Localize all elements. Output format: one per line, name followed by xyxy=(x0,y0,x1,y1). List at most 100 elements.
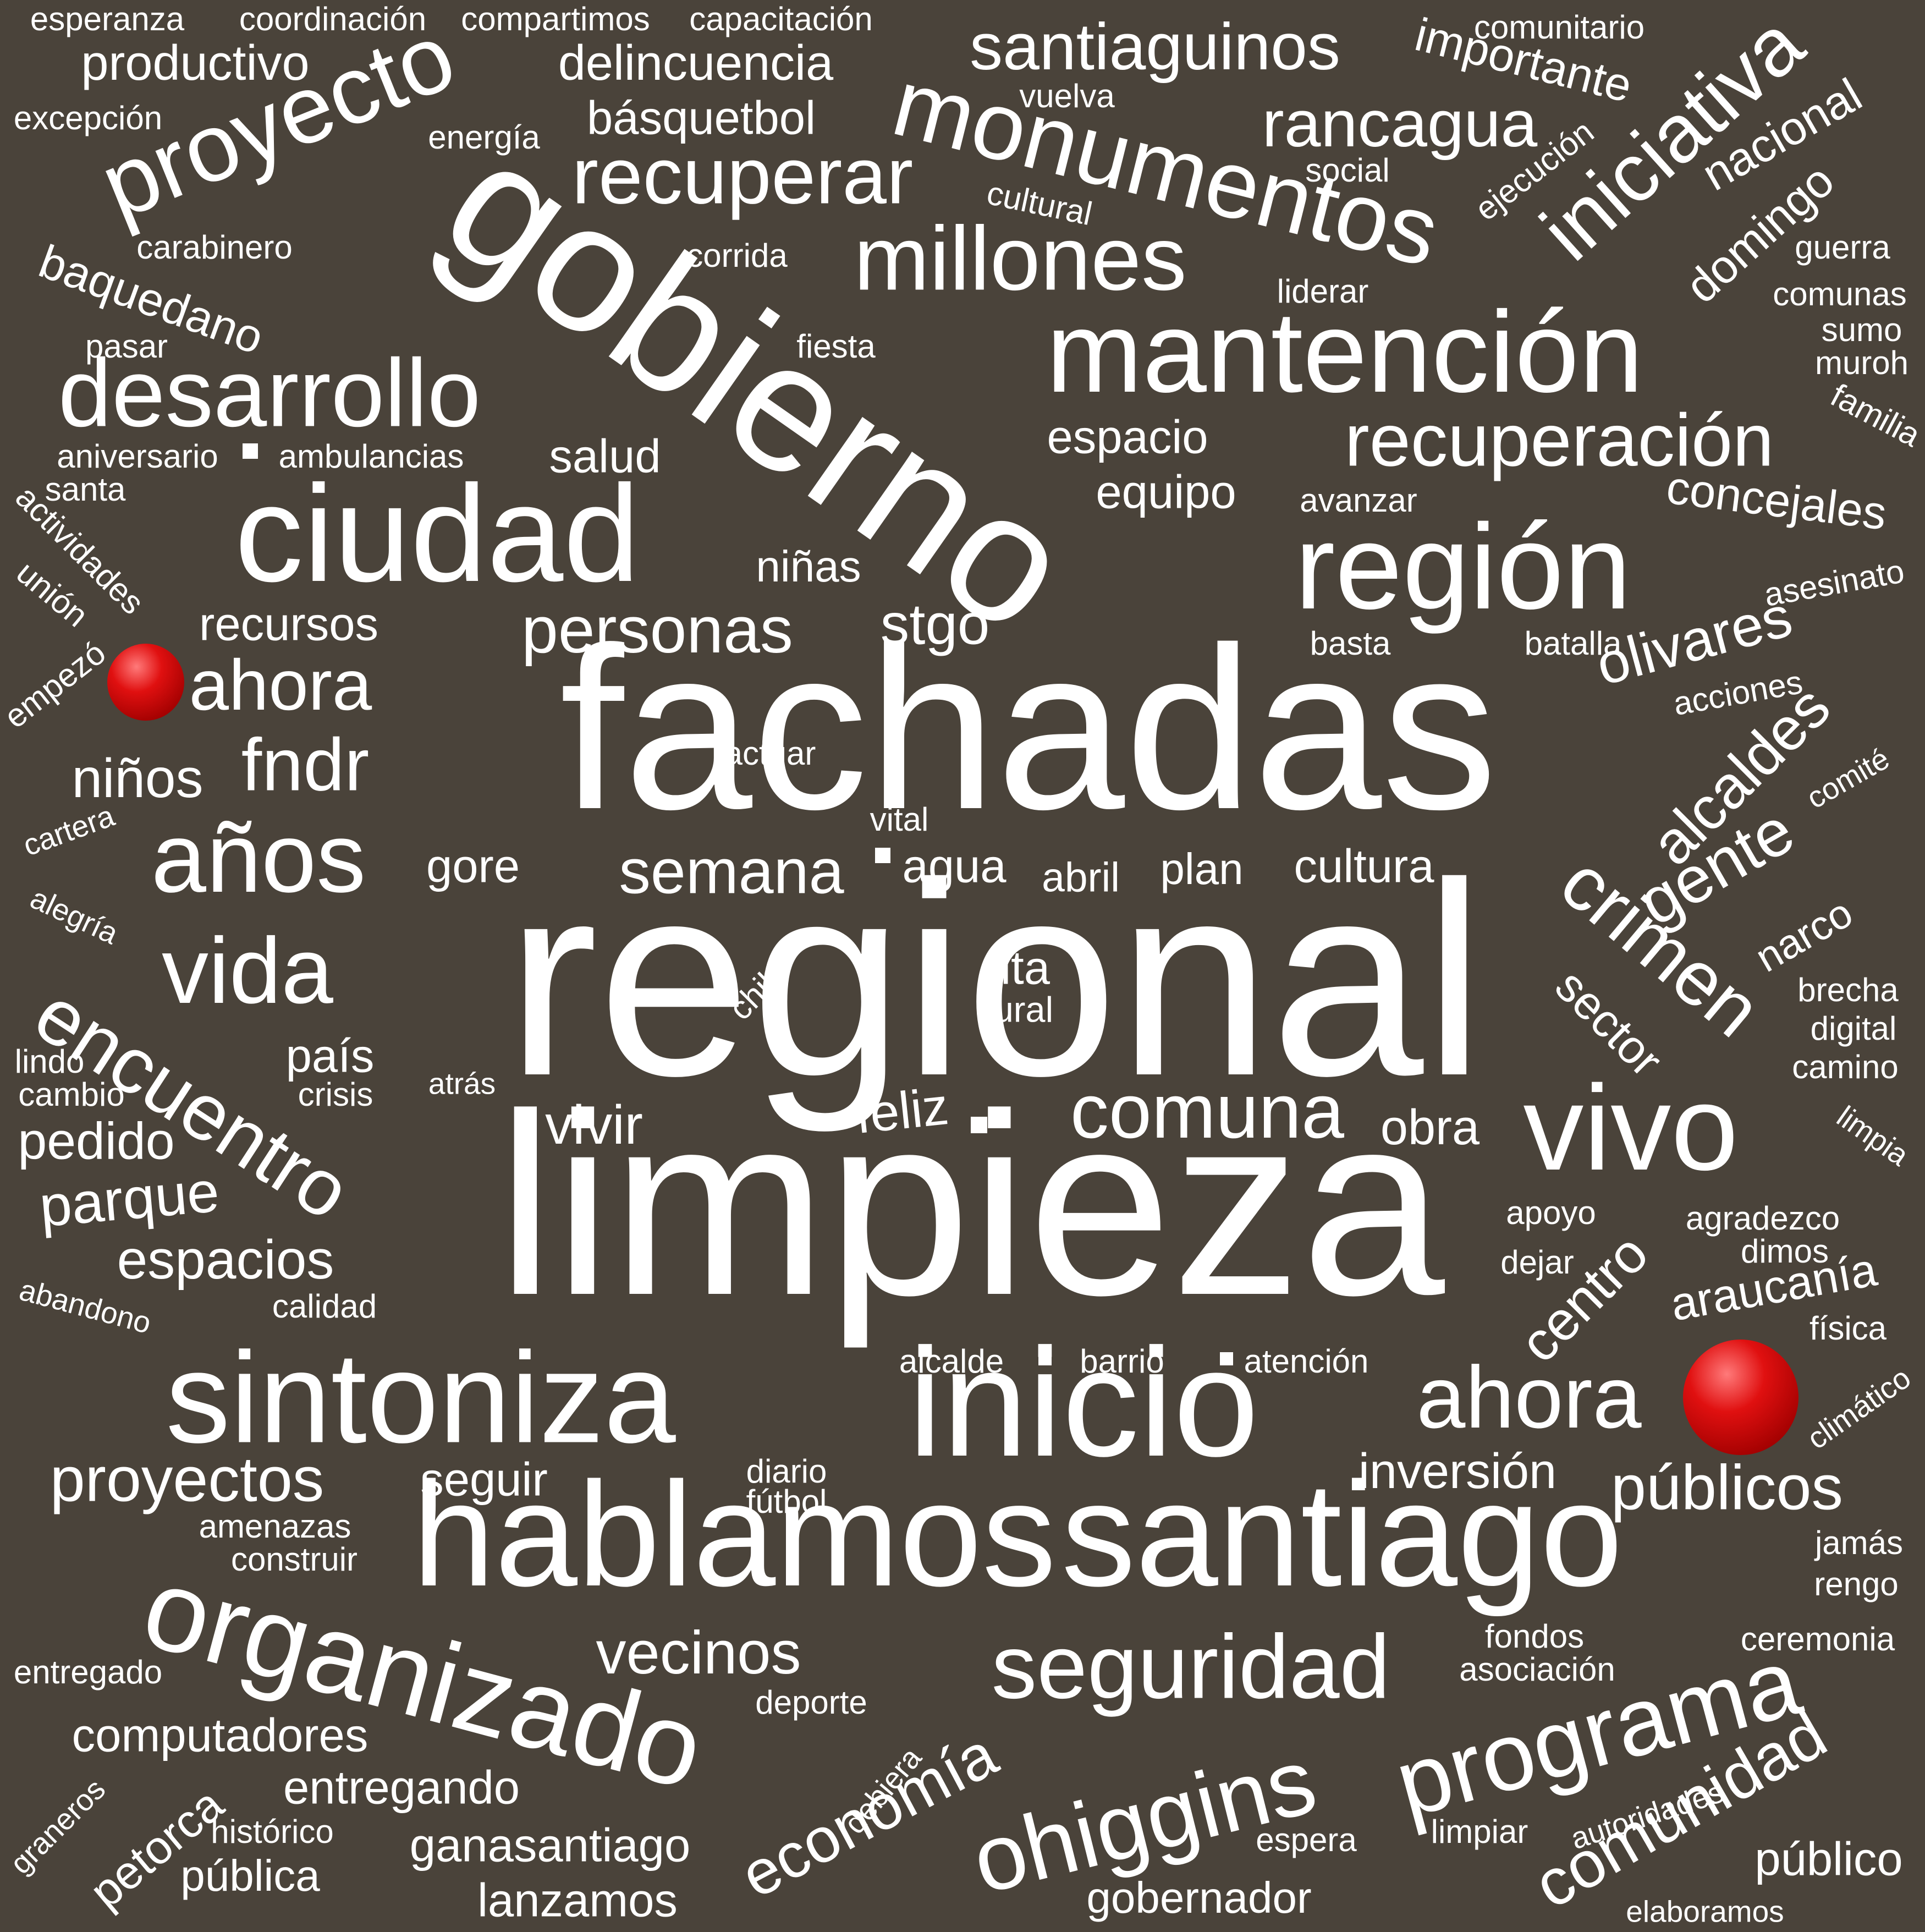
word: recuperar xyxy=(571,131,914,221)
word: comunas xyxy=(1773,276,1907,312)
word: stgo xyxy=(880,592,990,657)
word: salud xyxy=(549,430,661,483)
word: deporte xyxy=(755,1684,867,1721)
word: excepción xyxy=(13,100,163,136)
word: gore xyxy=(426,840,520,893)
separator-square xyxy=(875,848,890,863)
separator-square xyxy=(243,443,258,459)
word: graneros xyxy=(3,1771,112,1881)
word: esperanza xyxy=(30,1,185,37)
word: ciudad xyxy=(234,457,640,610)
word: fútbol xyxy=(746,1483,827,1520)
word: muroh xyxy=(1814,344,1909,381)
word: jamás xyxy=(1814,1524,1904,1561)
word: asesinato xyxy=(1761,552,1907,613)
word: atención xyxy=(1244,1343,1369,1380)
word: seguridad xyxy=(991,1616,1390,1717)
word: avanzar xyxy=(1300,482,1417,519)
word: ganasantiago xyxy=(409,1819,691,1872)
word: rita xyxy=(985,942,1050,995)
word: fiesta xyxy=(796,328,876,365)
word: región xyxy=(1295,499,1631,634)
word: carabinero xyxy=(136,229,293,266)
word: feliz xyxy=(853,1077,952,1145)
word: calidad xyxy=(272,1288,377,1325)
word: climático xyxy=(1801,1360,1917,1456)
word: empezó xyxy=(0,634,113,736)
word: proyectos xyxy=(50,1444,324,1515)
word: asociación xyxy=(1459,1651,1615,1688)
word: recuperación xyxy=(1344,398,1774,482)
word: santa xyxy=(45,471,126,508)
word: personas xyxy=(521,593,793,667)
word: limpia xyxy=(1830,1099,1915,1173)
word: espera xyxy=(1256,1821,1357,1858)
word: ahora xyxy=(189,645,372,725)
word: sintoniza xyxy=(166,1325,676,1470)
word: ambulancias xyxy=(278,438,464,475)
word: limpiar xyxy=(1431,1813,1528,1850)
word: batalla xyxy=(1524,625,1622,662)
word: recursos xyxy=(199,598,378,651)
word: elaboramos xyxy=(1626,1894,1784,1929)
word: vuelva xyxy=(1019,78,1115,114)
word: espacios xyxy=(117,1229,334,1291)
word: pública xyxy=(180,1851,320,1900)
word: inversión xyxy=(1358,1444,1557,1499)
word: amenazas xyxy=(199,1508,351,1545)
word: social xyxy=(1305,152,1390,189)
word: fachadas xyxy=(559,600,1498,858)
word: delincuencia xyxy=(558,36,834,91)
word: básquetbol xyxy=(587,92,816,145)
word: vivo xyxy=(1523,1060,1739,1195)
word: agua xyxy=(902,840,1007,893)
word: gobernador xyxy=(1086,1873,1312,1922)
word: crisis xyxy=(298,1076,373,1113)
separator-square xyxy=(1220,1352,1233,1365)
word: dimos xyxy=(1740,1233,1829,1270)
word: alcalde xyxy=(899,1343,1004,1380)
word: productivo xyxy=(81,36,310,91)
word: rural xyxy=(981,989,1054,1030)
word: inicio xyxy=(908,1317,1260,1489)
word: agradezco xyxy=(1685,1200,1840,1237)
word: abril xyxy=(1042,854,1120,901)
word: hablamos xyxy=(412,1452,1057,1617)
word: coordinación xyxy=(239,1,427,37)
word: lindo xyxy=(14,1043,85,1080)
word: capacitación xyxy=(689,1,873,37)
word: construir xyxy=(230,1541,358,1578)
word: aniversario xyxy=(57,438,218,475)
word: energía xyxy=(428,119,540,156)
word: barrio xyxy=(1080,1343,1164,1380)
separator-square xyxy=(971,1117,987,1133)
word: computadores xyxy=(72,1709,369,1762)
word: vivir xyxy=(545,1094,643,1156)
word: comunitario xyxy=(1473,9,1645,46)
word: santiaguinos xyxy=(970,10,1340,84)
word: sumo xyxy=(1821,311,1902,348)
word: guerra xyxy=(1795,229,1890,266)
word: histórico xyxy=(211,1813,334,1850)
word: rengo xyxy=(1814,1566,1899,1602)
word: millones xyxy=(854,207,1187,309)
word: mantención xyxy=(1046,287,1643,416)
word: niños xyxy=(72,748,204,809)
word: semana xyxy=(619,836,844,907)
word: público xyxy=(1755,1833,1903,1886)
word: vecinos xyxy=(596,1619,801,1687)
word: lanzamos xyxy=(477,1874,678,1927)
word: apoyo xyxy=(1506,1194,1596,1231)
red-dot-icon xyxy=(1683,1340,1799,1455)
word: parque xyxy=(37,1159,222,1239)
word: dejar xyxy=(1500,1244,1574,1281)
separator-square xyxy=(1038,1352,1052,1365)
word: seguir xyxy=(420,1453,548,1506)
word: santiago xyxy=(1061,1452,1623,1617)
word: ceremonia xyxy=(1740,1621,1895,1657)
word: cartera xyxy=(18,798,119,863)
word: públicos xyxy=(1611,1452,1843,1523)
word: plan xyxy=(1160,844,1244,893)
word: pasar xyxy=(85,328,168,365)
